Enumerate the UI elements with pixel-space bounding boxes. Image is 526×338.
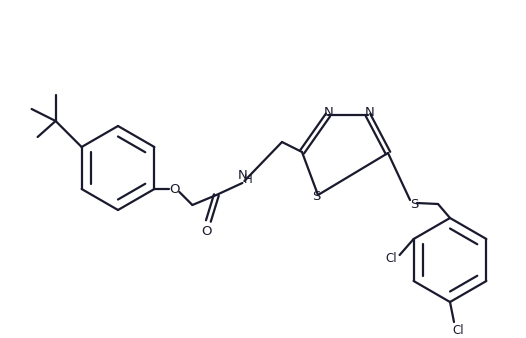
Text: H: H [244,172,253,186]
Text: O: O [169,183,179,195]
Text: O: O [201,224,211,238]
Text: Cl: Cl [452,323,464,337]
Text: N: N [365,105,375,119]
Text: S: S [410,198,418,212]
Text: S: S [312,191,320,203]
Text: N: N [238,169,247,182]
Text: N: N [324,105,334,119]
Text: Cl: Cl [386,252,398,266]
